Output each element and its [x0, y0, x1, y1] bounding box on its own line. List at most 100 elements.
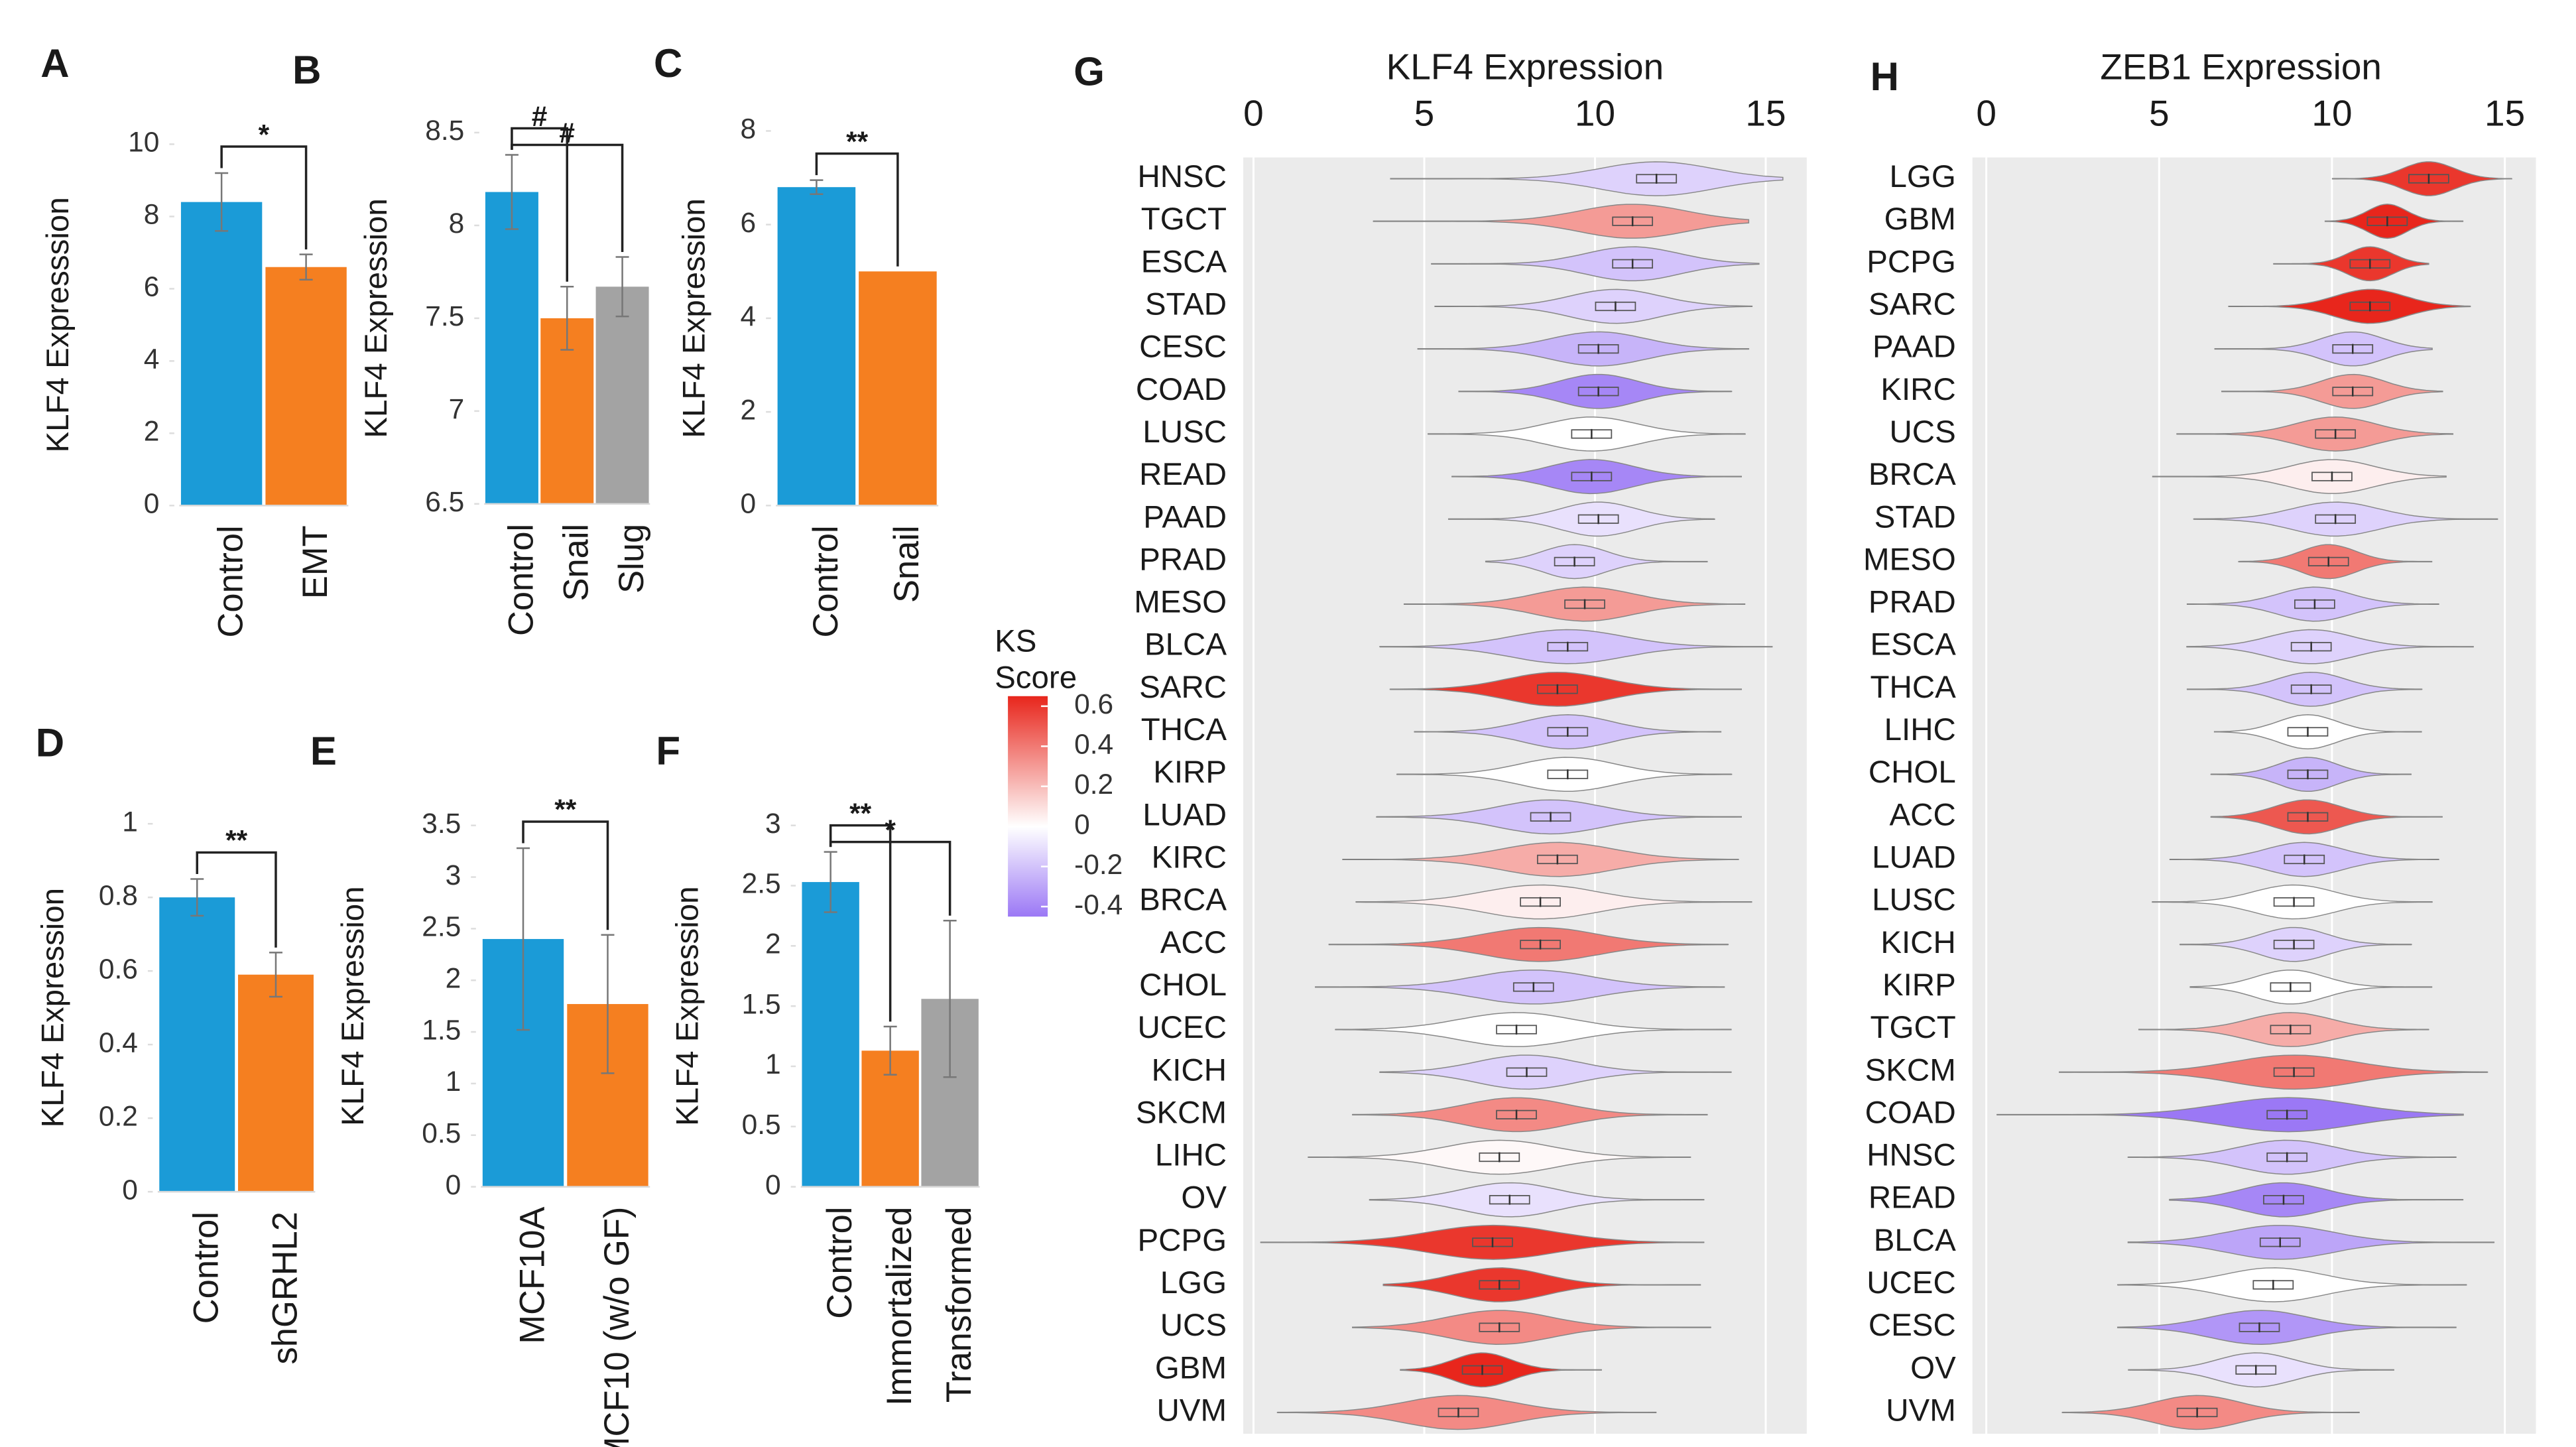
violin	[2210, 799, 2443, 835]
violin	[1417, 331, 1750, 367]
row-label: STAD	[1145, 287, 1227, 322]
violin	[2127, 1225, 2495, 1260]
violin	[2238, 544, 2433, 580]
row-label: COAD	[1865, 1095, 1956, 1130]
y-axis-label: KLF4 Expression	[359, 198, 394, 438]
bar	[802, 882, 859, 1187]
y-tick-label: 6	[144, 272, 160, 303]
violin	[2210, 757, 2412, 792]
significance-bracket	[829, 840, 951, 916]
bar	[485, 192, 538, 504]
significance-bracket	[511, 143, 624, 253]
violin	[1373, 204, 1750, 239]
violin	[2273, 246, 2429, 282]
x-tick-label: Control	[501, 524, 540, 636]
y-tick-label: 0	[144, 489, 160, 520]
violin	[2127, 1139, 2457, 1175]
violin	[2221, 373, 2443, 409]
significance-bracket	[829, 824, 892, 1022]
violin	[1382, 1267, 1701, 1302]
panel-letter: E	[310, 729, 337, 773]
row-label: ACC	[1160, 925, 1227, 960]
y-tick-label: 2	[446, 963, 461, 994]
y-tick-label: 2	[765, 929, 781, 960]
panel-letter: C	[654, 41, 682, 86]
error-bar	[269, 952, 282, 998]
violin	[2169, 1182, 2464, 1218]
row-label: PAAD	[1872, 330, 1956, 365]
x-tick-label: Control	[806, 525, 845, 637]
row-label: LUSC	[1872, 883, 1956, 918]
row-label: UCEC	[1138, 1010, 1227, 1045]
axis-title: KLF4 Expression	[1386, 46, 1664, 88]
row-label: KIRC	[1880, 372, 1955, 407]
row-label: THCA	[1141, 712, 1227, 747]
error-bar	[615, 256, 629, 318]
y-axis-label: KLF4 Expression	[336, 886, 371, 1125]
row-label: GBM	[1884, 202, 1956, 237]
colorbar	[1008, 696, 1048, 917]
violin	[1376, 799, 1742, 835]
y-tick-label: 2	[144, 416, 160, 448]
error-bar	[505, 154, 519, 230]
y-tick-label: 2	[741, 395, 757, 426]
y-tick-label: 0.5	[422, 1118, 461, 1149]
axis-title: ZEB1 Expression	[2100, 46, 2382, 88]
row-label: OV	[1910, 1350, 1956, 1385]
violin	[1379, 629, 1773, 664]
violin	[2128, 1352, 2394, 1388]
y-tick-label: 1	[122, 806, 138, 838]
row-label: ACC	[1890, 797, 1956, 832]
row-label: READ	[1139, 457, 1227, 492]
y-tick-label: 2.5	[742, 869, 781, 900]
y-axis-label: KLF4 Expression	[35, 888, 70, 1127]
significance-bracket	[196, 851, 277, 948]
y-tick-label: 0	[122, 1174, 138, 1206]
row-label: BLCA	[1874, 1223, 1956, 1258]
y-tick-label: 7	[449, 394, 465, 425]
violin	[1276, 1395, 1657, 1430]
bar	[859, 271, 937, 506]
significance-label: *	[885, 815, 896, 846]
colorbar-tick-label: -0.4	[1074, 889, 1123, 920]
row-label: PRAD	[1139, 542, 1227, 577]
significance-bracket	[522, 820, 609, 930]
plot-background	[1243, 157, 1807, 1434]
error-bar	[601, 934, 615, 1074]
row-label: TGCT	[1141, 202, 1227, 237]
panel-letter: B	[292, 48, 321, 92]
row-label: PAAD	[1143, 499, 1227, 535]
violin	[1458, 373, 1733, 409]
violin	[2152, 459, 2447, 494]
y-tick-label: 3	[446, 860, 461, 891]
y-tick-label: 0.4	[99, 1027, 138, 1058]
violin	[1342, 842, 1739, 877]
error-bar	[560, 286, 574, 351]
row-label: KICH	[1880, 925, 1955, 960]
x-tick-label: Snail	[557, 524, 596, 601]
x-tick-label: MCF10A	[513, 1207, 552, 1344]
violin	[2058, 1054, 2488, 1090]
violin	[2331, 161, 2512, 196]
row-label: LUSC	[1142, 414, 1227, 450]
y-tick-label: 1	[765, 1049, 781, 1080]
violin	[1315, 970, 1725, 1005]
violin	[1485, 544, 1708, 580]
significance-bracket	[511, 127, 568, 282]
violin	[1390, 161, 1784, 196]
violin	[2152, 884, 2433, 920]
row-label: CHOL	[1139, 968, 1227, 1003]
row-label: UCS	[1160, 1308, 1227, 1343]
y-tick-label: 8.5	[425, 115, 464, 147]
x-tick-label: Immortalized	[880, 1207, 919, 1406]
row-label: ESCA	[1871, 627, 1957, 662]
y-tick-label: 6	[741, 208, 757, 239]
violin	[2324, 204, 2464, 239]
violin	[1996, 1097, 2464, 1133]
row-label: PRAD	[1869, 585, 1956, 620]
violin	[1351, 1310, 1711, 1346]
bar	[159, 897, 235, 1192]
x-tick-label: Control	[820, 1207, 859, 1319]
y-tick-label: 1.5	[422, 1015, 461, 1046]
violin	[1403, 586, 1746, 622]
